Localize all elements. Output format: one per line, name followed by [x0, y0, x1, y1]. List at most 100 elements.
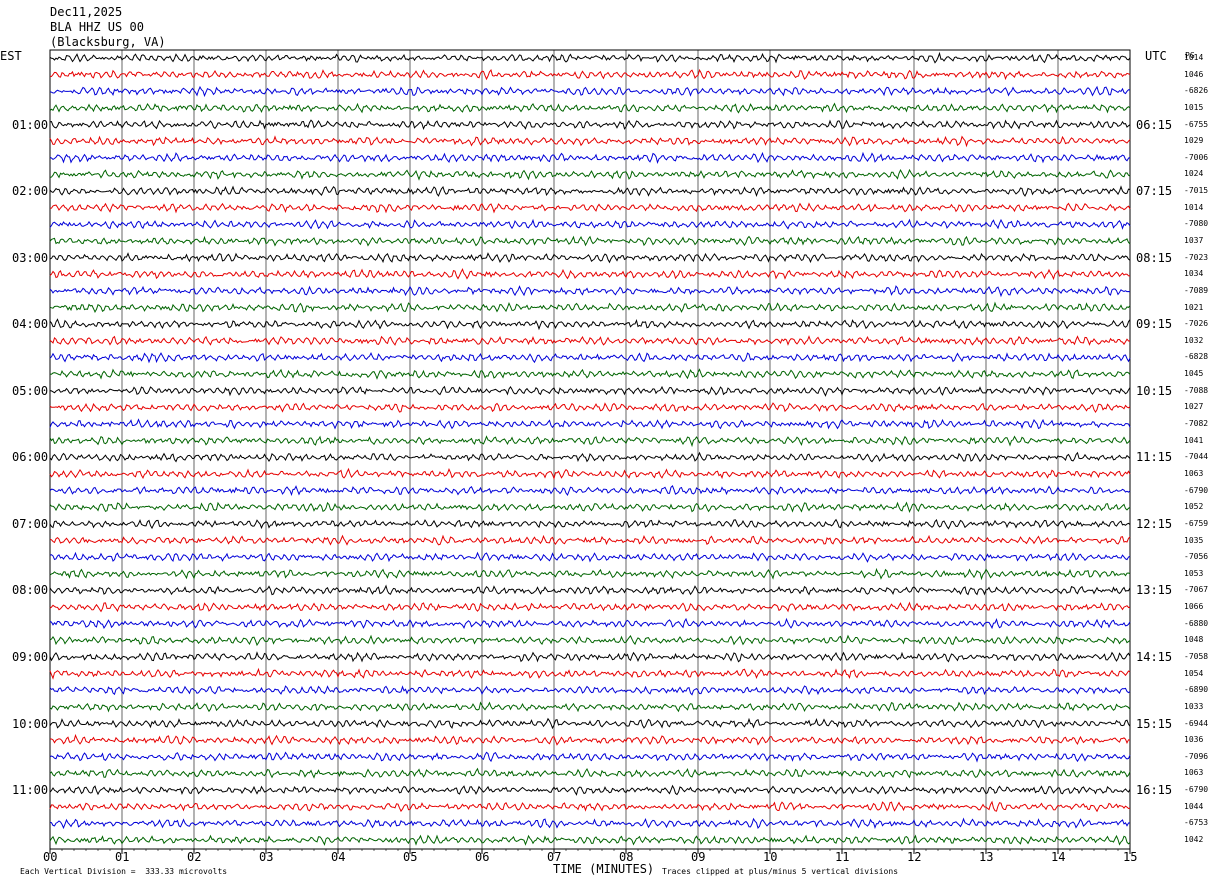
seismic-trace-green: [49, 102, 1131, 114]
trace-value-label: -7006: [1184, 152, 1209, 162]
x-tick-label: 01: [115, 850, 130, 864]
x-tick-label: 03: [259, 850, 274, 864]
x-tick-label: 04: [331, 850, 346, 864]
seismic-trace-blue: [49, 85, 1131, 98]
seismic-trace-black: [49, 518, 1131, 530]
seismic-trace-green: [49, 368, 1131, 380]
seismic-trace-green: [49, 301, 1131, 313]
seismic-trace-red: [49, 402, 1131, 414]
trace-value-label: -6828: [1184, 352, 1209, 362]
seismic-trace-red: [49, 68, 1131, 81]
right-hour-label: 12:15: [1136, 516, 1173, 531]
seismic-trace-green: [49, 767, 1131, 779]
trace-value-label: -6880: [1184, 618, 1209, 628]
x-tick-label: 09: [691, 850, 706, 864]
trace-value-label: 1045: [1184, 369, 1204, 379]
seismic-trace-blue: [49, 151, 1131, 164]
trace-value-label: 1034: [1184, 269, 1204, 279]
trace-value-label: -7023: [1184, 252, 1209, 262]
trace-value-label: -7067: [1184, 585, 1209, 595]
seismic-trace-blue: [49, 418, 1131, 430]
right-hour-label: 13:15: [1136, 583, 1173, 598]
trace-value-label: -6790: [1184, 785, 1209, 795]
right-hour-label: 06:15: [1136, 117, 1173, 132]
x-tick-label: 11: [835, 850, 850, 864]
seismic-trace-black: [49, 784, 1131, 796]
trace-value-label: 1021: [1184, 302, 1204, 312]
trace-value-label: -7015: [1184, 186, 1209, 196]
seismic-trace-black: [49, 584, 1131, 596]
seismic-trace-green: [49, 567, 1131, 581]
seismic-trace-red: [49, 534, 1131, 546]
trace-value-label: -6755: [1184, 119, 1209, 129]
x-tick-label: 15: [1123, 850, 1138, 864]
seismic-trace-blue: [49, 685, 1131, 696]
trace-value-label: 1032: [1184, 335, 1204, 345]
seismic-trace-blue: [49, 817, 1131, 830]
trace-value-label: 1035: [1184, 535, 1204, 545]
seismic-trace-black: [49, 318, 1131, 331]
seismic-trace-green: [49, 701, 1131, 713]
seismic-trace-red: [49, 135, 1131, 148]
trace-value-label: -7058: [1184, 651, 1209, 661]
seismic-trace-blue: [49, 617, 1131, 630]
seismic-trace-red: [50, 733, 1131, 746]
left-hour-label: 08:00: [12, 583, 49, 598]
left-hour-label: 10:00: [12, 716, 49, 731]
right-hour-label: 08:15: [1136, 250, 1173, 265]
left-hour-label: 06:00: [12, 450, 49, 465]
seismic-trace-green: [49, 168, 1131, 181]
x-tick-label: 02: [187, 850, 202, 864]
x-tick-label: 13: [979, 850, 994, 864]
seismic-trace-black: [49, 451, 1131, 463]
trace-value-label: 1063: [1184, 768, 1204, 778]
trace-value-label: -7088: [1184, 385, 1209, 395]
trace-value-label: -6826: [1184, 86, 1209, 96]
trace-value-label: -6759: [1184, 518, 1209, 528]
left-hour-label: 05:00: [12, 383, 49, 398]
trace-value-label: -6944: [1184, 718, 1209, 728]
seismic-trace-black: [49, 651, 1131, 663]
trace-value-label: 1037: [1184, 236, 1204, 246]
seismic-trace-green: [49, 501, 1131, 513]
trace-value-label: 1053: [1184, 568, 1204, 578]
x-tick-label: 14: [1051, 850, 1066, 864]
right-hour-label: 16:15: [1136, 783, 1173, 798]
trace-value-label: 1066: [1184, 602, 1204, 612]
seismic-trace-green: [49, 235, 1131, 247]
x-tick-label: 10: [763, 850, 778, 864]
trace-value-label: -6890: [1184, 685, 1209, 695]
seismic-trace-blue: [49, 485, 1131, 497]
x-tick-label: 08: [619, 850, 634, 864]
left-timezone-label: EST: [0, 49, 22, 63]
trace-value-label: 1014: [1184, 53, 1204, 62]
seismic-trace-blue: [49, 285, 1131, 298]
trace-value-label: 1027: [1184, 402, 1204, 412]
x-tick-label: 05: [403, 850, 418, 864]
seismic-trace-black: [49, 51, 1131, 64]
x-tick-label: 07: [547, 850, 562, 864]
trace-value-label: -7082: [1184, 419, 1209, 429]
right-hour-label: 07:15: [1136, 184, 1173, 199]
trace-value-label: -7080: [1184, 219, 1209, 229]
trace-value-label: -7056: [1184, 552, 1209, 562]
seismic-trace-blue: [49, 751, 1131, 763]
left-hour-label: 04:00: [12, 317, 49, 332]
seismic-trace-black: [49, 385, 1131, 397]
right-hour-label: 10:15: [1136, 383, 1173, 398]
x-tick-label: 12: [907, 850, 922, 864]
trace-value-label: -7089: [1184, 285, 1209, 295]
trace-value-label: -7044: [1184, 452, 1209, 462]
trace-value-label: 1048: [1184, 635, 1204, 645]
trace-value-label: -6753: [1184, 818, 1209, 828]
trace-value-label: 1024: [1184, 169, 1204, 179]
right-column-header: PG: [1185, 51, 1195, 60]
x-tick-label: 00: [43, 850, 58, 864]
clip-footnote: Traces clipped at plus/minus 5 vertical …: [662, 867, 899, 876]
left-hour-label: 09:00: [12, 649, 49, 664]
seismic-trace-green: [49, 634, 1131, 647]
seismic-trace-blue: [49, 352, 1131, 364]
left-hour-label: 01:00: [12, 117, 49, 132]
trace-value-label: -6790: [1184, 485, 1209, 495]
